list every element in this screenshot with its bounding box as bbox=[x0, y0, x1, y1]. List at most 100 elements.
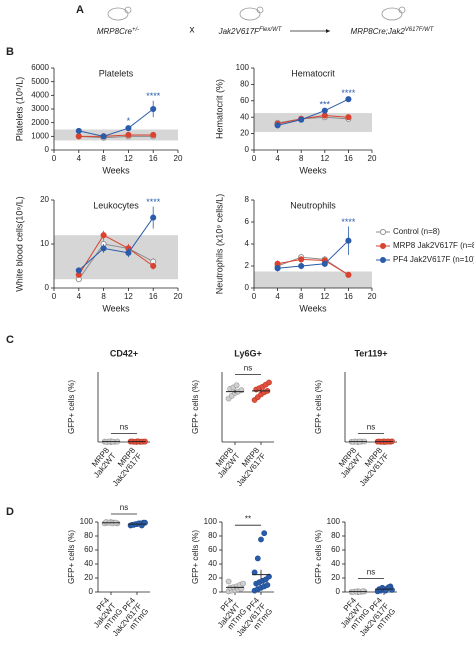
point bbox=[125, 131, 132, 139]
point bbox=[100, 133, 107, 140]
legend-marker bbox=[379, 242, 387, 250]
y-tick-label: 60 bbox=[84, 545, 93, 554]
y-tick-label: 100 bbox=[327, 517, 341, 526]
genotype: MRP8Cre+/- bbox=[97, 27, 139, 37]
series-line bbox=[277, 240, 349, 269]
y-tick-label: 0 bbox=[336, 587, 341, 596]
point bbox=[233, 382, 240, 389]
y-tick-label: 6 bbox=[245, 217, 250, 226]
y-tick-label: 60 bbox=[240, 96, 249, 105]
normal-range bbox=[254, 271, 372, 288]
x-tick-label: 0 bbox=[52, 292, 57, 301]
x-tick-label: 12 bbox=[320, 154, 329, 163]
point bbox=[298, 256, 305, 263]
point bbox=[240, 580, 246, 587]
point bbox=[274, 265, 281, 272]
genotype-text: MRP8Cre bbox=[97, 27, 133, 36]
mouse-icons bbox=[107, 6, 406, 21]
y-tick-label: 60 bbox=[331, 545, 340, 554]
x-tick-label: 16 bbox=[344, 154, 353, 163]
significance: **** bbox=[341, 217, 356, 227]
x-tick-label: 20 bbox=[174, 154, 183, 163]
legend-marker bbox=[379, 228, 387, 236]
genotype-sup: +/- bbox=[132, 27, 139, 33]
point bbox=[298, 116, 305, 123]
y-axis-label: Neutrophils (x10⁹ cells/L) bbox=[214, 194, 224, 294]
y-axis-label: Platelets (10⁹/L) bbox=[14, 77, 24, 141]
y-tick-label: 60 bbox=[208, 545, 217, 554]
normal-range bbox=[54, 129, 178, 141]
y-tick-label: 40 bbox=[240, 112, 249, 121]
panel-label: D bbox=[6, 506, 14, 518]
x-tick-label: 4 bbox=[77, 292, 82, 301]
y-tick-label: 20 bbox=[240, 129, 249, 138]
series-line bbox=[78, 217, 154, 271]
significance: ns bbox=[244, 364, 252, 373]
legend-label: Control (n=8) bbox=[393, 227, 440, 236]
significance: ** bbox=[245, 514, 251, 523]
x-tick-label: 20 bbox=[368, 154, 377, 163]
point bbox=[75, 127, 82, 134]
x-tick-label: 8 bbox=[299, 292, 304, 301]
legend-marker bbox=[379, 256, 387, 264]
x-tick-label: 4 bbox=[275, 292, 280, 301]
y-tick-label: 0 bbox=[245, 283, 250, 292]
y-tick-label: 20 bbox=[208, 573, 217, 582]
point bbox=[266, 573, 272, 580]
arrow-head bbox=[326, 29, 330, 33]
y-tick-label: 0 bbox=[245, 145, 250, 154]
y-axis-label: GFP+ cells (%) bbox=[314, 530, 323, 584]
point bbox=[345, 237, 352, 244]
x-tick-label: 8 bbox=[101, 154, 106, 163]
x-tick-label: 4 bbox=[77, 154, 82, 163]
significance: ns bbox=[120, 422, 128, 431]
series-line bbox=[277, 258, 349, 276]
point bbox=[389, 587, 395, 593]
point bbox=[258, 536, 264, 543]
y-tick-label: 4000 bbox=[31, 90, 49, 99]
y-tick-label: 10 bbox=[40, 239, 49, 248]
y-tick-label: 20 bbox=[84, 573, 93, 582]
x-tick-label: 8 bbox=[299, 154, 304, 163]
genotype-text: MRP8Cre;Jak2 bbox=[351, 27, 406, 36]
series-line bbox=[78, 108, 154, 137]
point bbox=[75, 133, 82, 140]
significance: *** bbox=[320, 99, 331, 109]
chart-title: Hematocrit bbox=[291, 68, 335, 78]
chart-title: Neutrophils bbox=[290, 200, 336, 210]
genotype: MRP8Cre;Jak2V617F/WT bbox=[351, 27, 435, 37]
point bbox=[125, 249, 132, 256]
point bbox=[150, 262, 157, 270]
x-tick-label: 12 bbox=[320, 292, 329, 301]
y-tick-label: 40 bbox=[84, 559, 93, 568]
point bbox=[321, 260, 328, 267]
y-tick-label: 3000 bbox=[31, 104, 49, 113]
y-tick-label: 100 bbox=[204, 517, 218, 526]
y-tick-label: 100 bbox=[236, 63, 250, 72]
point bbox=[345, 114, 352, 121]
point bbox=[345, 271, 352, 278]
y-tick-label: 8 bbox=[245, 195, 250, 204]
legend-label: PF4 Jak2V617F (n=10) bbox=[393, 255, 474, 264]
x-tick-label: 8 bbox=[101, 292, 106, 301]
series-line bbox=[277, 98, 349, 126]
significance: ns bbox=[120, 503, 128, 512]
point bbox=[75, 267, 82, 274]
legend-label: MRP8 Jak2V617F (n=8) bbox=[393, 241, 474, 250]
point bbox=[150, 105, 157, 113]
point bbox=[100, 232, 107, 239]
y-tick-label: 20 bbox=[40, 195, 49, 204]
y-tick-label: 0 bbox=[89, 587, 94, 596]
x-tick-label: 0 bbox=[252, 154, 257, 163]
significance: **** bbox=[146, 197, 161, 207]
y-axis-label: GFP+ cells (%) bbox=[191, 530, 200, 584]
significance: * bbox=[127, 116, 131, 126]
point bbox=[254, 555, 261, 562]
chart-title: Ter119+ bbox=[354, 348, 387, 358]
x-tick-label: 12 bbox=[124, 292, 133, 301]
y-tick-label: 80 bbox=[208, 531, 217, 540]
x-tick-label: 0 bbox=[252, 292, 257, 301]
y-axis-label: GFP+ cells (%) bbox=[314, 380, 323, 434]
point bbox=[100, 245, 107, 252]
